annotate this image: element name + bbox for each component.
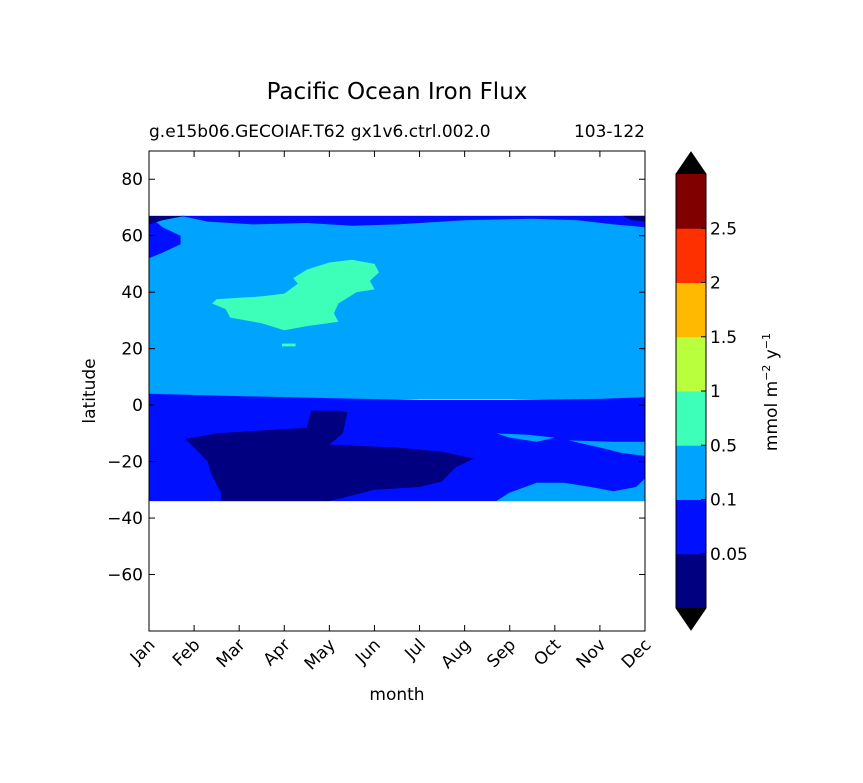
contour-region-2 xyxy=(180,215,645,228)
x-tick-label: Jul xyxy=(401,635,430,664)
contour-region-10 xyxy=(212,259,379,331)
colorbar-tick-label: 1.5 xyxy=(710,328,737,348)
colorbar-tick-label: 2.5 xyxy=(710,219,737,239)
contour-region-8 xyxy=(496,478,645,502)
y-tick-label: 20 xyxy=(121,340,143,360)
y-tick-label: 80 xyxy=(121,170,143,190)
plot-frame xyxy=(148,150,646,632)
contour-region-11 xyxy=(282,343,296,347)
contour-region-5 xyxy=(622,215,645,222)
x-tick-label: May xyxy=(301,635,340,674)
colorbar-tick-label: 1 xyxy=(710,382,721,402)
colorbar-extend-max xyxy=(676,152,706,174)
contour-region-7 xyxy=(496,433,555,442)
colorbar-tick-label: 0.1 xyxy=(710,491,737,511)
contour-region-4 xyxy=(149,215,186,225)
contour-region-9 xyxy=(568,440,645,456)
colorbar-band xyxy=(676,553,706,609)
chart-subtitle-right: 103-122 xyxy=(574,122,645,142)
contour-regions xyxy=(149,215,645,502)
chart-subtitle-left: g.e15b06.GECOIAF.T62 gx1v6.ctrl.002.0 xyxy=(149,122,491,142)
x-tick-label: Nov xyxy=(573,635,611,673)
contour-region-1 xyxy=(149,215,181,259)
colorbar-tick-label: 2 xyxy=(710,274,721,294)
colorbar-extend-min xyxy=(676,608,706,630)
x-tick-label: Feb xyxy=(169,635,204,670)
colorbar-band xyxy=(676,174,706,229)
colorbar-outline xyxy=(675,151,707,631)
y-tick-label: −60 xyxy=(107,566,143,586)
colorbar-band xyxy=(676,282,706,338)
x-axis-label: month xyxy=(369,685,424,705)
colorbar-band xyxy=(676,228,706,283)
y-tick-label: 60 xyxy=(121,227,143,247)
x-tick-label: Dec xyxy=(618,635,655,672)
y-tick-label: −20 xyxy=(107,453,143,473)
colorbar-label: mmol m−2 y−1 xyxy=(760,333,782,451)
colorbar-band xyxy=(676,499,706,555)
y-tick-label: 40 xyxy=(121,283,143,303)
colorbar-band xyxy=(676,445,706,500)
colorbar-tick-label: 0.5 xyxy=(710,436,737,456)
y-axis-label: latitude xyxy=(80,358,100,423)
x-tick-label: Sep xyxy=(483,635,520,672)
y-axis: −60 −40 −20 0 20 40 60 80 xyxy=(107,170,645,586)
contour-region-6 xyxy=(185,410,474,502)
x-tick-label: Jan xyxy=(126,635,159,668)
colorbar: 0.05 0.1 0.5 1 1.5 2 2.5 xyxy=(675,151,748,631)
colorbar-band xyxy=(676,391,706,446)
colorbar-band xyxy=(676,336,706,392)
x-tick-label: Mar xyxy=(213,635,250,672)
contour-region-0 xyxy=(149,215,645,400)
x-tick-label: Jun xyxy=(351,635,385,669)
y-tick-label: 0 xyxy=(132,396,143,416)
colorbar-tick-label: 0.05 xyxy=(710,545,748,565)
y-tick-label: −40 xyxy=(107,509,143,529)
x-tick-label: Apr xyxy=(260,635,295,670)
chart-title: Pacific Ocean Iron Flux xyxy=(267,79,528,105)
x-tick-label: Aug xyxy=(437,635,475,673)
x-tick-label: Oct xyxy=(530,635,565,670)
